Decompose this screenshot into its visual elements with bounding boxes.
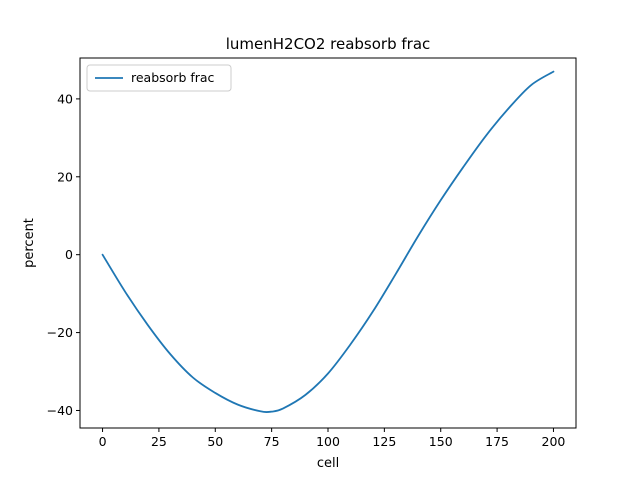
x-tick-label: 175: [485, 434, 509, 449]
x-tick-label: 0: [99, 434, 107, 449]
x-tick-label: 200: [542, 434, 566, 449]
y-axis-ticks: −40 −20 0 20 40: [47, 91, 80, 418]
y-tick-label: 20: [57, 169, 73, 184]
chart-title: lumenH2CO2 reabsorb frac: [226, 35, 431, 53]
y-tick-label: −20: [47, 325, 73, 340]
legend-label: reabsorb frac: [131, 70, 215, 85]
x-tick-label: 25: [151, 434, 167, 449]
x-tick-label: 75: [264, 434, 280, 449]
x-axis-label: cell: [317, 456, 339, 471]
x-axis-ticks: 0 25 50 75 100 125 150 175 200: [99, 428, 566, 449]
legend: reabsorb frac: [86, 64, 232, 92]
x-tick-label: 50: [207, 434, 223, 449]
legend-box: [86, 64, 232, 92]
y-tick-label: 0: [65, 247, 73, 262]
x-tick-label: 100: [316, 434, 340, 449]
y-tick-label: 40: [57, 91, 73, 106]
y-axis-label: percent: [22, 218, 37, 268]
y-tick-label: −40: [47, 403, 73, 418]
x-tick-label: 125: [372, 434, 396, 449]
series-line-0: [101, 70, 555, 413]
series-layer: [101, 70, 555, 413]
x-tick-label: 150: [429, 434, 453, 449]
plot-area: [80, 58, 576, 428]
